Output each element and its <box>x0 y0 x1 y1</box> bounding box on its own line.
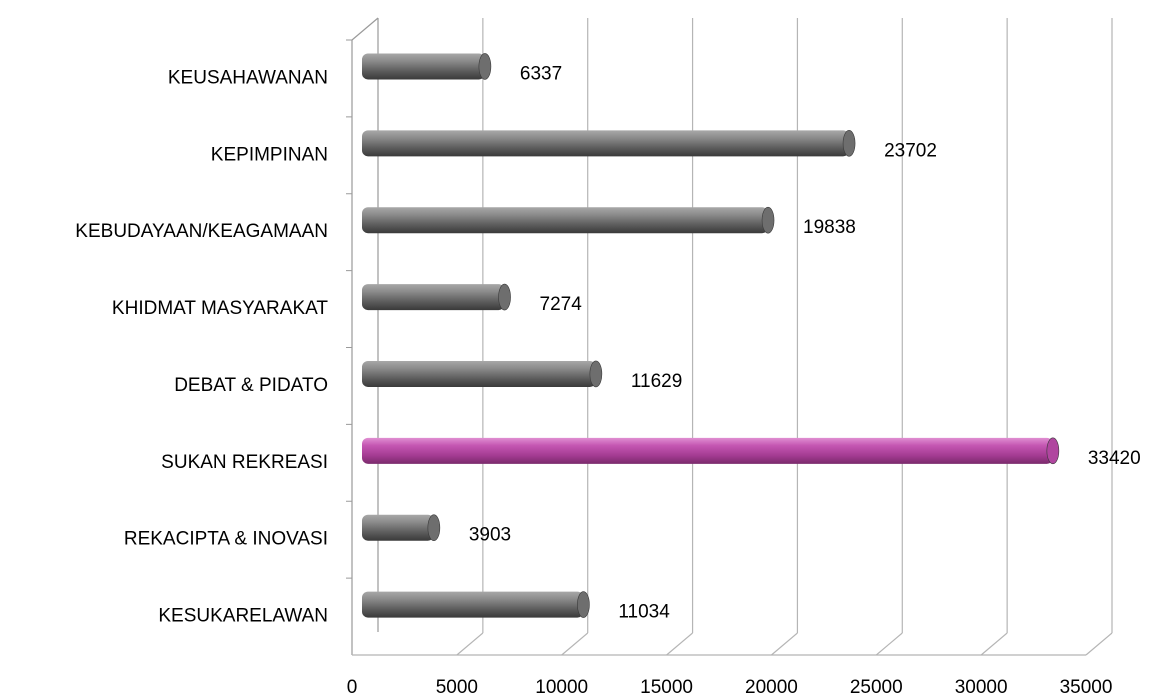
bar-cap <box>1046 437 1060 465</box>
x-tick-label: 25000 <box>850 677 903 698</box>
value-label: 11034 <box>618 602 670 623</box>
y-tick-label: KEBUDAYAAN/KEAGAMAAN <box>75 221 328 242</box>
bar <box>362 591 584 618</box>
bar-cap <box>842 130 856 157</box>
bar-cap <box>589 360 603 388</box>
x-tick-label: 30000 <box>955 677 1008 698</box>
bar <box>362 207 769 234</box>
x-tick-label: 10000 <box>535 677 588 698</box>
value-label: 19838 <box>803 217 856 238</box>
value-label: 23702 <box>884 140 937 161</box>
value-label: 7274 <box>540 294 583 315</box>
y-tick-label: DEBAT & PIDATO <box>174 375 328 396</box>
value-label: 3903 <box>469 525 511 546</box>
bar <box>362 284 505 311</box>
x-tick-label: 35000 <box>1060 677 1113 698</box>
bar <box>362 360 596 387</box>
y-tick-label: KEUSAHAWANAN <box>168 67 328 88</box>
grid-floor <box>980 632 1008 656</box>
y-tick-label: KHIDMAT MASYARAKAT <box>112 298 328 319</box>
y-tick-label: KEPIMPINAN <box>211 144 328 165</box>
bar-cap <box>427 514 441 541</box>
grid-floor <box>1085 632 1113 656</box>
grid-floor <box>561 632 589 656</box>
y-tick-label: REKACIPTA & INOVASI <box>124 529 328 550</box>
bar <box>362 514 434 541</box>
y-tick-label: SUKAN REKREASI <box>161 452 328 473</box>
value-label: 11629 <box>631 371 682 392</box>
grid-floor <box>875 632 903 656</box>
grid-floor <box>771 632 798 656</box>
bar-cap <box>498 283 511 311</box>
value-label: 6337 <box>520 63 562 84</box>
x-tick-label: 5000 <box>436 677 478 698</box>
x-tick-label: 0 <box>347 677 358 698</box>
bar-cap <box>577 591 590 618</box>
x-tick-label: 20000 <box>745 677 798 698</box>
value-label: 33420 <box>1088 448 1141 469</box>
y-tick-label: KESUKARELAWAN <box>158 606 328 627</box>
x-tick-label: 15000 <box>640 677 693 698</box>
grid-floor <box>666 632 693 656</box>
bar <box>362 53 485 80</box>
bar-cap <box>761 206 775 234</box>
bar <box>362 437 1053 464</box>
axis-edge <box>351 17 379 41</box>
bar <box>362 130 850 157</box>
bar-cap <box>478 53 492 80</box>
grid-floor <box>456 632 484 656</box>
